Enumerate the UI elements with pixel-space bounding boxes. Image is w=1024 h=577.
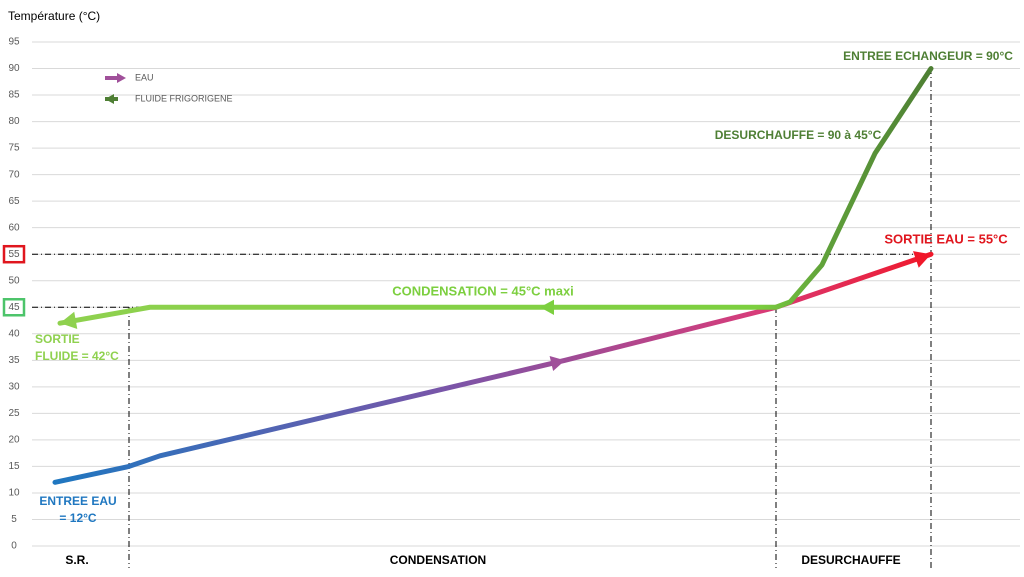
y-tick-label: 65	[8, 196, 20, 207]
zone-label: S.R.	[65, 553, 88, 567]
tick-highlight	[2, 298, 26, 317]
annotation: DESURCHAUFFE = 90 à 45°C	[715, 128, 882, 142]
y-axis-label: Température (°C)	[8, 9, 100, 23]
y-tick-label: 40	[8, 328, 20, 339]
annotation: SORTIE	[35, 332, 80, 346]
annotation: ENTREE ECHANGEUR = 90°C	[843, 49, 1013, 63]
y-tick-label: 25	[8, 408, 20, 419]
y-tick-label: 85	[8, 90, 20, 101]
series-line	[52, 251, 934, 485]
annotation: FLUIDE = 42°C	[35, 349, 119, 363]
annotation: CONDENSATION = 45°C maxi	[392, 283, 574, 298]
y-tick-label: 95	[8, 37, 20, 48]
y-tick-label: 30	[8, 381, 20, 392]
y-tick-label: 90	[8, 63, 20, 74]
y-tick-label: 35	[8, 355, 20, 366]
arrowhead	[60, 311, 78, 330]
y-tick-label: 20	[8, 435, 20, 446]
legend-label: EAU	[135, 72, 154, 82]
y-tick-label: 10	[8, 488, 20, 499]
zone-label: CONDENSATION	[390, 553, 486, 567]
y-tick-label: 55	[8, 249, 20, 260]
arrowhead	[105, 94, 114, 104]
y-tick-label: 75	[8, 143, 20, 154]
y-tick-label: 5	[11, 514, 17, 525]
y-tick-label: 50	[8, 275, 20, 286]
tick-highlight	[2, 244, 26, 264]
series-line	[57, 66, 934, 326]
y-tick-label: 0	[11, 541, 17, 552]
arrowhead	[117, 73, 126, 83]
legend-label: FLUIDE FRIGORIGENE	[135, 93, 233, 103]
y-tick-label: 70	[8, 169, 20, 180]
arrowhead	[913, 251, 931, 268]
annotation: SORTIE EAU = 55°C	[884, 231, 1008, 246]
annotation: = 12°C	[59, 511, 96, 525]
y-tick-label: 45	[8, 302, 20, 313]
annotation: ENTREE EAU	[39, 494, 116, 508]
arrowhead	[549, 356, 565, 372]
y-tick-label: 80	[8, 116, 20, 127]
arrowhead	[540, 299, 554, 315]
zone-label: DESURCHAUFFE	[801, 553, 900, 567]
y-tick-label: 60	[8, 222, 20, 233]
y-tick-label: 15	[8, 461, 20, 472]
